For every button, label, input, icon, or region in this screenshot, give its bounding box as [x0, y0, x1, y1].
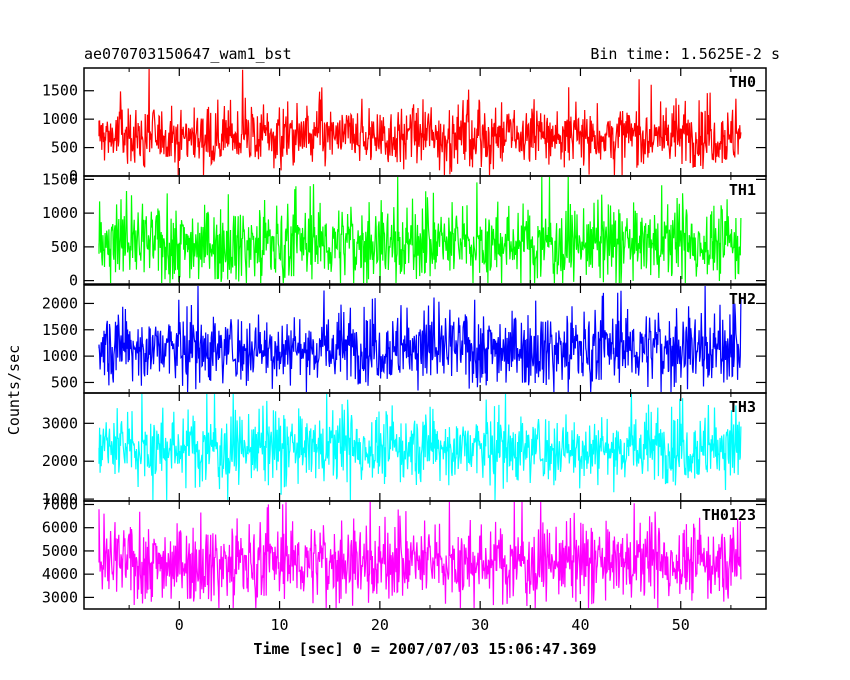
y-tick-label: 500 — [51, 139, 78, 157]
x-tick-label: 30 — [471, 616, 489, 634]
y-tick-label: 4000 — [42, 565, 78, 583]
panel-label-th3: TH3 — [729, 398, 756, 416]
y-tick-label: 1500 — [42, 321, 78, 339]
x-tick-label: 50 — [672, 616, 690, 634]
panel-frame-th1 — [83, 175, 767, 285]
y-tick-label: 2000 — [42, 294, 78, 312]
panel-label-th0123: TH0123 — [702, 506, 756, 524]
x-tick-label: 20 — [371, 616, 389, 634]
x-tick-label: 10 — [271, 616, 289, 634]
y-tick-label: 500 — [51, 238, 78, 256]
y-tick-label: 1000 — [42, 347, 78, 365]
series-line-th3 — [98, 393, 742, 501]
y-tick-label: 1000 — [42, 490, 78, 508]
bin-time-label: Bin time: 1.5625E-2 s — [590, 45, 780, 63]
y-tick-label: 2000 — [42, 452, 78, 470]
y-tick-label: 6000 — [42, 519, 78, 537]
y-tick-label: 1500 — [42, 170, 78, 188]
y-tick-label: 1500 — [42, 82, 78, 100]
panel-frame-th0123 — [83, 500, 767, 610]
series-line-th1 — [98, 176, 742, 284]
series-line-th2 — [98, 285, 742, 393]
y-tick-label: 5000 — [42, 542, 78, 560]
x-axis-label: Time [sec] 0 = 2007/07/03 15:06:47.369 — [253, 640, 597, 658]
chart-title: ae070703150647_wam1_bst — [84, 45, 292, 63]
panel-label-th2: TH2 — [729, 290, 756, 308]
y-tick-label: 3000 — [42, 588, 78, 606]
y-tick-label: 7000 — [42, 495, 78, 513]
x-tick-label: 0 — [175, 616, 184, 634]
panel-label-th1: TH1 — [729, 181, 756, 199]
series-line-th0123 — [98, 501, 742, 609]
y-tick-label: 500 — [51, 373, 78, 391]
panel-label-th0: TH0 — [729, 73, 756, 91]
y-tick-label: 1000 — [42, 110, 78, 128]
y-tick-label: 3000 — [42, 414, 78, 432]
x-tick-label: 40 — [571, 616, 589, 634]
y-tick-label: 0 — [69, 272, 78, 290]
y-tick-label: 1000 — [42, 204, 78, 222]
y-tick-label: 0 — [69, 167, 78, 185]
series-line-th0 — [98, 68, 742, 176]
